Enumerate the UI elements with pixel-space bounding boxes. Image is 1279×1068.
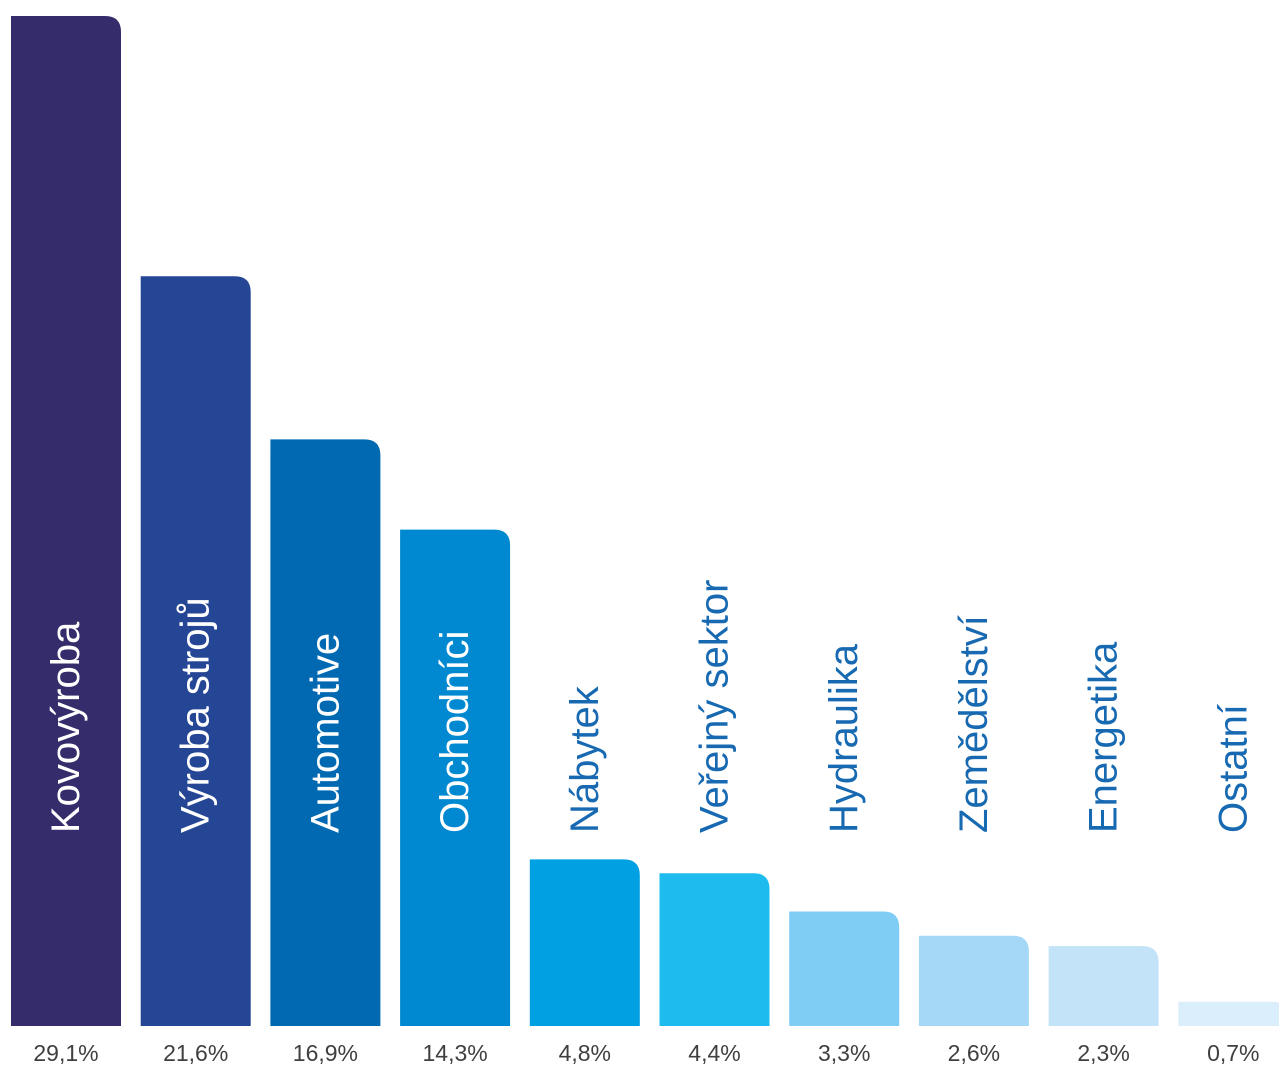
value-label-automotive: 16,9% — [293, 1040, 358, 1066]
bar-ostatni — [1178, 1001, 1279, 1026]
bar-hydraulika — [789, 911, 900, 1026]
category-label-automotive: Automotive — [303, 633, 347, 833]
value-label-zemedelstvi: 2,6% — [948, 1040, 1000, 1066]
category-label-verejny-sektor: Veřejný sektor — [693, 580, 737, 833]
bar-automotive — [270, 439, 381, 1027]
bar-kovovyroba — [11, 16, 121, 1026]
bar-vyroba-stroju — [140, 276, 251, 1026]
category-labels: Kovovýroba Výroba strojů Automotive Obchodn… — [44, 580, 1255, 833]
category-label-zemedelstvi: Zemědělství — [952, 615, 996, 833]
category-label-energetika: Energetika — [1082, 641, 1126, 833]
category-label-obchodnici: Obchodníci — [433, 631, 477, 833]
value-labels: 29,1% 21,6% 16,9% 14,3% 4,8% 4,4% 3,3% 2,6% 2,3%… — [33, 1040, 1259, 1066]
value-label-energetika: 2,3% — [1077, 1040, 1129, 1066]
bars — [11, 16, 1279, 1027]
bar-verejny-sektor — [659, 873, 770, 1026]
value-label-kovovyroba: 29,1% — [33, 1040, 98, 1066]
category-label-hydraulika: Hydraulika — [822, 643, 866, 833]
category-label-vyroba-stroju: Výroba strojů — [174, 597, 218, 833]
category-label-nabytek: Nábytek — [563, 685, 607, 833]
bar-nabytek — [529, 859, 640, 1026]
bar-obchodnici — [400, 529, 511, 1026]
value-label-ostatni: 0,7% — [1207, 1040, 1259, 1066]
bar-energetika — [1048, 946, 1159, 1026]
category-label-kovovyroba: Kovovýroba — [44, 621, 88, 833]
bar-zemedelstvi — [918, 935, 1029, 1026]
value-label-nabytek: 4,8% — [559, 1040, 611, 1066]
value-label-verejny-sektor: 4,4% — [688, 1040, 740, 1066]
value-label-vyroba-stroju: 21,6% — [163, 1040, 228, 1066]
value-label-obchodnici: 14,3% — [422, 1040, 487, 1066]
value-label-hydraulika: 3,3% — [818, 1040, 870, 1066]
category-label-ostatni: Ostatní — [1211, 704, 1255, 833]
